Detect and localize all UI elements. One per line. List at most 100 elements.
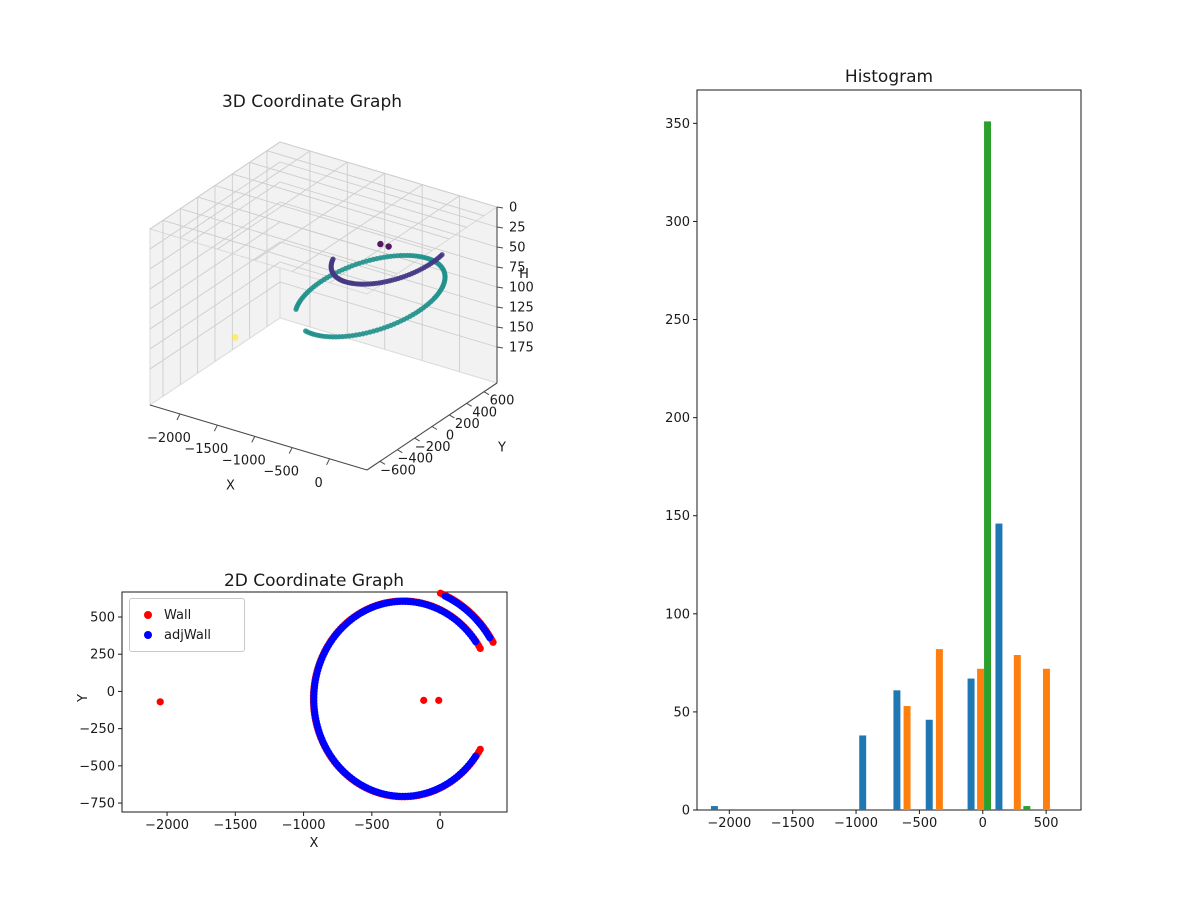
legend-label-adjwall: adjWall [164, 627, 212, 643]
plot3d-h-tick-label: 75 [509, 261, 526, 276]
plot2d-y-tick-label: −750 [79, 797, 115, 812]
grid-h-left [149, 201, 281, 290]
plot3d-y-axis-label: Y [497, 441, 506, 456]
wall-point [420, 696, 428, 704]
grid-x-top [179, 150, 311, 239]
adjWall-point [441, 592, 449, 600]
plot3d-h-tick-label: 25 [509, 221, 526, 236]
grid-h-left [149, 261, 281, 350]
grid-y-top [214, 185, 433, 251]
plot3d-h-tick-label: 0 [509, 201, 517, 216]
hist-series-3-bar [1023, 806, 1031, 810]
histogram-y-tick-label: 0 [682, 804, 690, 819]
plot3d-h-tick-label: 50 [509, 241, 526, 256]
plot3d-x-tick [288, 447, 293, 454]
plot3d-h-tick [496, 346, 504, 349]
hist-series-2-bar [935, 649, 943, 810]
plot3d-h-tick-label: 150 [509, 321, 534, 336]
plot2d-xlabel: X [309, 836, 319, 851]
adjwall-marker-icon [144, 631, 152, 639]
plot3d-h-tick [496, 306, 504, 309]
plot2d-x-tick-label: −500 [354, 818, 390, 833]
histogram-axes-frame [696, 89, 1082, 811]
plot3d-y-tick-label: 0 [446, 429, 454, 444]
plot3d-h-tick [496, 326, 504, 329]
grid-h-left [149, 241, 281, 330]
plot3d-x-tick-label: −2000 [147, 431, 191, 446]
grid-x-top [217, 161, 348, 250]
wall-point [435, 696, 443, 704]
plot3d-x-tick-label: −500 [263, 465, 299, 480]
grid-h-right [279, 201, 498, 268]
plot3d-y-tick [431, 426, 438, 430]
plot2d-title: 2D Coordinate Graph [223, 571, 405, 591]
plot2d-legend: Wall adjWall [129, 598, 245, 652]
histogram-y-tick-label: 150 [665, 509, 690, 524]
legend-label-wall: Wall [164, 607, 192, 623]
origin-points-3d-point [385, 243, 392, 250]
hist-series-1-bar [967, 678, 975, 810]
grid-y-top [162, 219, 381, 286]
histogram-x-tick-label: 0 [979, 816, 987, 831]
plot3d-y-tick-label: −600 [380, 463, 416, 478]
plot3d-x-tick [213, 424, 218, 432]
x-axis-line-3d [149, 404, 368, 471]
plot2d-y-tick-label: 500 [90, 611, 115, 626]
plot3d-y-tick-label: 400 [472, 405, 497, 420]
plot3d-title: 3D Coordinate Graph [221, 92, 403, 112]
wall-point [476, 745, 484, 753]
plot3d-h-tick-label: 125 [509, 301, 534, 316]
plot3d-h-tick [496, 286, 504, 289]
plot3d-h-tick [496, 246, 504, 249]
plot2d-y-tick-label: 250 [90, 648, 115, 663]
grid-h-right [279, 241, 498, 308]
plot3d-h-tick [496, 206, 504, 209]
plot3d-x-tick-label: −1000 [222, 453, 266, 468]
histogram-x-tick-label: 500 [1034, 816, 1059, 831]
grid-x-top [291, 184, 423, 272]
grid-h-left [149, 141, 281, 230]
grid-h-right [279, 261, 498, 328]
histogram-x-tick-label: −1500 [771, 816, 815, 831]
plot3d-y-tick-label: 200 [455, 417, 480, 432]
grid-h-left [149, 161, 281, 250]
plot3d-y-tick [449, 414, 455, 419]
plot2d-x-tick-label: −1000 [282, 818, 326, 833]
plot3d-y-tick [483, 391, 490, 396]
plot2d-y-tick-label: −250 [79, 722, 115, 737]
histogram-x-tick-label: −2000 [707, 816, 751, 831]
plot3d-h-tick-label: 100 [509, 281, 534, 296]
far-point-3d-point [231, 334, 239, 341]
origin-points-3d-point [377, 240, 384, 248]
plot2d-ylabel: Y [76, 694, 91, 702]
hist-series-2-bar [1013, 655, 1021, 810]
plot2d-x-tick-label: −2000 [145, 818, 189, 833]
grid-x-top [254, 173, 386, 261]
legend-item-adjwall: adjWall [138, 625, 236, 645]
plot3d-x-tick-label: −1500 [184, 442, 228, 457]
grid-h-right [279, 141, 498, 208]
hist-series-1-bar [995, 523, 1003, 810]
plot3d-h-tick-label: 175 [509, 341, 534, 356]
plot3d-h-axis-label: H [519, 267, 529, 282]
histogram-y-tick-label: 350 [665, 117, 690, 132]
hist-series-1-bar [925, 719, 933, 810]
plot3d-h-tick [496, 226, 504, 229]
plot2d-x-tick-label: −1500 [213, 818, 257, 833]
plot3d-y-tick-label: −200 [415, 440, 451, 455]
plot3d-y-tick [379, 460, 386, 465]
grid-y-top [232, 173, 450, 240]
histogram-y-tick-label: 200 [665, 411, 690, 426]
hist-series-1-bar [893, 690, 901, 810]
hist-series-1-bar [710, 806, 718, 810]
plot3d-x-tick [176, 413, 181, 421]
plot3d-y-tick [397, 449, 403, 454]
plot3d-y-tick-label: 600 [490, 394, 515, 409]
plot3d-x-tick-label: 0 [314, 476, 322, 491]
grid-h-left [149, 181, 281, 270]
histogram-y-tick-label: 250 [665, 313, 690, 328]
histogram-y-tick-label: 300 [665, 215, 690, 230]
histogram-title: Histogram [844, 67, 934, 87]
